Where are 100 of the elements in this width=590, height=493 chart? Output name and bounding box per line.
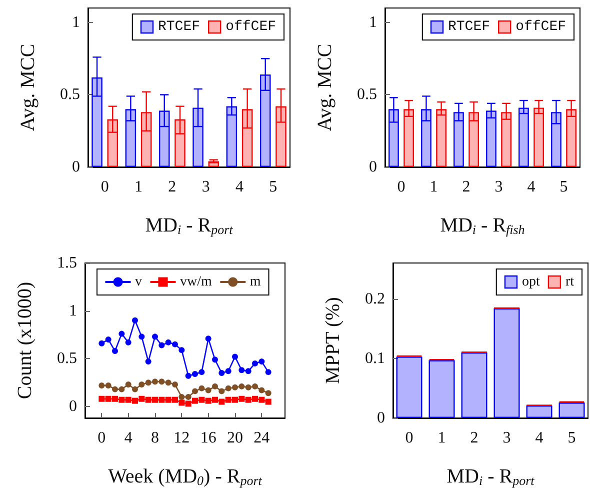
point [112,396,118,402]
point [178,347,185,354]
bar [226,106,238,167]
point [225,396,232,403]
x-tick-label: 24 [254,430,270,446]
point [212,356,218,363]
x-tick-label: 1 [438,430,446,446]
legend-label: vw/m [180,274,212,290]
point [158,342,165,348]
x-axis-title: MDi - Rfish [440,214,525,237]
point [105,396,112,402]
point [238,396,245,402]
x-tick-label: 20 [227,430,243,446]
bar [192,108,204,167]
y-axis-title: Avg. MCC [314,44,336,132]
x-tick-label: 2 [168,178,176,196]
point [258,358,265,365]
point [225,368,232,374]
point [265,398,272,405]
point [118,330,125,337]
point [252,360,258,366]
point [238,367,245,374]
point [138,382,145,388]
point [125,339,132,346]
point [232,384,238,390]
point [185,400,192,407]
x-tick-label: 5 [568,430,576,446]
legend-label: RTCEF [448,19,490,35]
bar [428,360,455,418]
point [125,396,132,403]
bar [260,74,271,167]
point [152,334,158,340]
y-tick-label: 1 [72,14,80,31]
point [198,385,205,392]
legend-label: opt [522,274,540,290]
y-tick-label: 0 [72,158,80,176]
x-tick-label: 2 [470,430,478,446]
y-axis-title: Count (x1000) [14,282,36,400]
x-tick-label: 5 [560,178,568,196]
x-tick-label: 1 [430,178,438,196]
x-tick-label: 4 [535,430,544,446]
point [158,396,165,403]
point [205,336,212,342]
x-tick-label: 1 [134,178,142,196]
y-tick-label: 0 [377,410,385,426]
legend-label: offCEF [226,19,276,35]
point [225,385,232,392]
point [132,398,138,404]
point [98,396,105,402]
x-tick-label: 3 [202,178,210,196]
x-tick-label: 4 [236,178,244,196]
point [105,382,112,388]
point [212,396,218,403]
point [145,358,152,365]
point [158,378,165,385]
x-tick-label: 0 [397,178,406,196]
x-tick-label: 3 [494,178,503,196]
x-axis-title: MDi - Rport [145,214,234,237]
legend-label: RTCEF [158,19,200,35]
legend-label: v [135,274,142,290]
point [232,354,238,360]
point [172,396,178,403]
point [205,387,212,394]
point [192,388,198,394]
bar [107,119,118,167]
point [192,370,198,377]
bar [526,405,552,418]
x-axis-title: Week (MD0) - Rport [108,466,262,488]
point [105,336,112,343]
bar [140,112,152,167]
point [118,386,125,392]
bar [461,352,488,418]
point [165,380,172,386]
point [178,394,185,400]
y-axis-title: MPPT (%) [322,297,344,384]
point [125,382,132,388]
point [112,386,118,392]
point [172,341,178,348]
point [185,372,192,379]
x-tick-label: 0 [405,430,414,446]
point [218,370,225,376]
x-tick-label: 12 [174,430,190,446]
bar [558,402,585,418]
point [232,396,238,403]
x-tick-label: 4 [527,178,536,196]
point [152,396,158,403]
x-axis-title: MDi - Rport [446,466,535,488]
point [252,383,258,390]
x-tick-label: 16 [200,430,216,446]
point [265,390,272,396]
x-tick-label: 8 [151,430,159,446]
point [112,348,118,354]
point [198,396,205,403]
y-tick-label: 1 [369,14,377,31]
x-tick-label: 5 [269,178,278,196]
point [245,368,252,374]
point [212,383,218,390]
x-tick-label: 4 [124,430,132,446]
point [152,378,158,385]
legend-label: m [250,274,261,290]
